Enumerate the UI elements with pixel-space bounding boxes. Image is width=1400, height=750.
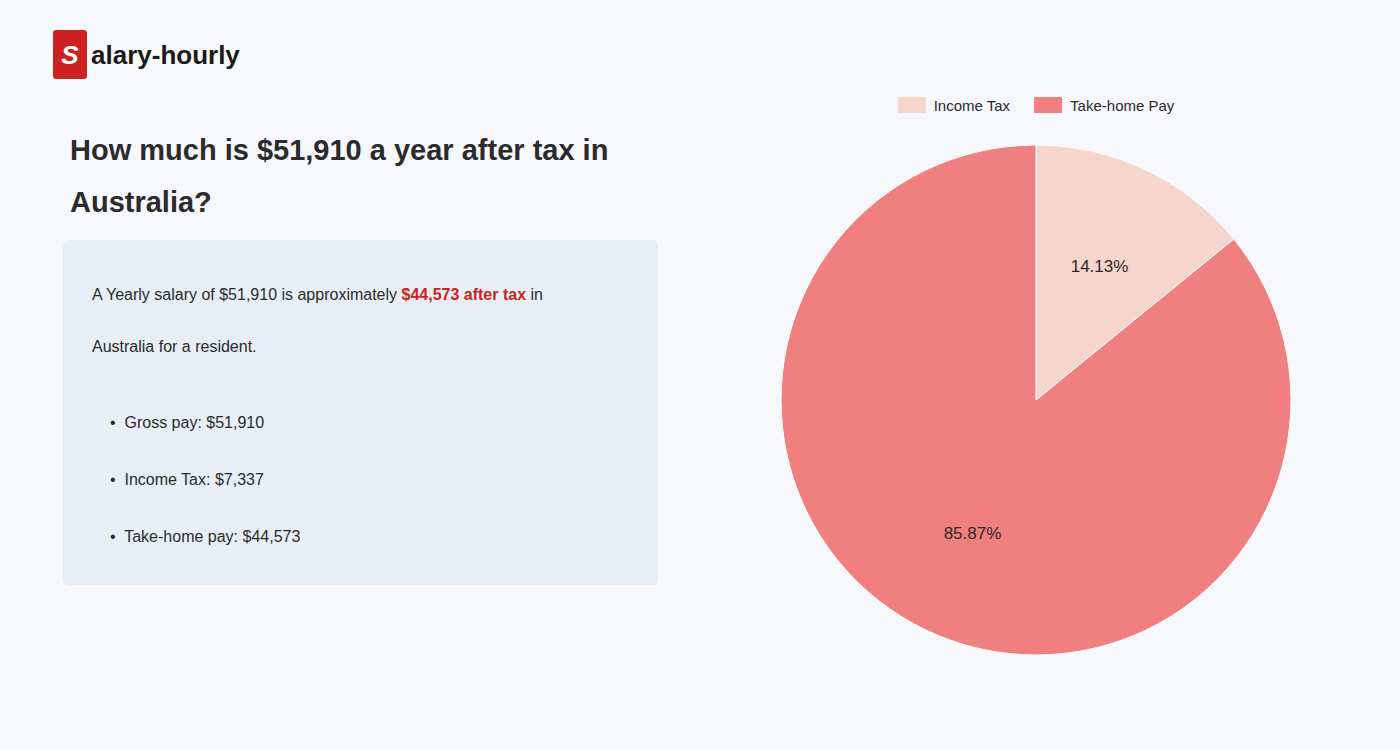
logo: Salary-hourly: [53, 30, 240, 79]
legend-swatch: [898, 97, 926, 113]
bullet-item: • Take-home pay: $44,573: [110, 528, 300, 545]
background: [0, 0, 1400, 750]
logo-letter: S: [61, 40, 79, 70]
summary-highlight: $44,573 after tax: [402, 286, 527, 303]
chart-root: Salary-hourly How much is $51,910 a year …: [0, 0, 1400, 750]
title: How much is $51,910 a year after tax in: [70, 134, 608, 166]
logo-text: alary-hourly: [91, 40, 240, 70]
legend-item: Take-home Pay: [1034, 97, 1175, 114]
data-label: 85.87%: [944, 524, 1002, 543]
summary-text: in: [526, 286, 543, 303]
summary-line: Australia for a resident.: [92, 338, 257, 355]
summary-text: A Yearly salary of $51,910 is approximat…: [92, 286, 402, 303]
bullet-item: • Income Tax: $7,337: [110, 471, 264, 488]
logo-box: [53, 30, 87, 79]
title: Australia?: [70, 186, 212, 218]
data-labels: 14.13% 85.87%: [944, 257, 1129, 543]
legend-label: Take-home Pay: [1070, 97, 1175, 114]
legend-swatch: [1034, 97, 1062, 113]
data-label: 14.13%: [1071, 257, 1129, 276]
legend-item: Income Tax: [898, 97, 1011, 114]
summary-line: A Yearly salary of $51,910 is approximat…: [92, 286, 543, 303]
pie-slice: [781, 145, 1291, 655]
info-box-background: [63, 240, 658, 585]
info-box: A Yearly salary of $51,910 is approximat…: [63, 240, 658, 585]
legend-label: Income Tax: [934, 97, 1011, 114]
legend: Income Tax Take-home Pay: [898, 97, 1175, 114]
pie: [781, 145, 1291, 655]
bullet-item: • Gross pay: $51,910: [110, 414, 264, 431]
